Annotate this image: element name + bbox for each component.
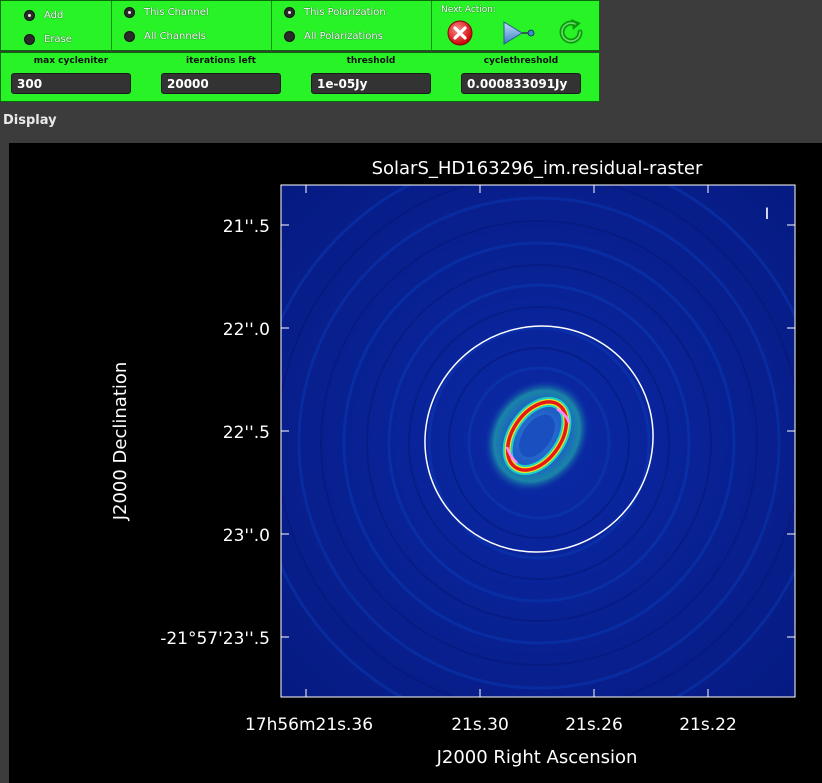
cyclethreshold-input[interactable]: [461, 73, 581, 94]
refresh-button[interactable]: [556, 17, 586, 47]
x-tick-label: 21s.30: [451, 715, 509, 735]
next-action-label: Next Action:: [441, 5, 497, 15]
erase-radio[interactable]: Erase: [24, 34, 72, 45]
radio-selected-icon: [24, 10, 35, 21]
this-channel-label: This Channel: [144, 7, 209, 18]
stokes-label: I: [765, 204, 770, 223]
iterations-left-input[interactable]: [161, 73, 281, 94]
residual-image: [281, 185, 795, 697]
x-tick-label: 21s.26: [565, 715, 623, 735]
tick-marks: [281, 185, 795, 697]
radio-unselected-icon: [124, 31, 135, 42]
this-polarization-radio[interactable]: This Polarization: [284, 7, 386, 18]
radio-selected-icon: [284, 7, 295, 18]
radio-selected-icon: [124, 7, 135, 18]
x-tick-label: 17h56m21s.36: [245, 715, 373, 735]
add-label: Add: [44, 10, 64, 21]
y-tick-label: 21''.5: [223, 217, 270, 237]
radio-unselected-icon: [24, 34, 35, 45]
all-channels-radio[interactable]: All Channels: [124, 31, 206, 42]
erase-label: Erase: [44, 34, 72, 45]
cyclethreshold-label: cyclethreshold: [483, 56, 559, 66]
clean-mask-region[interactable]: [381, 281, 698, 596]
y-tick-label: 22''.5: [223, 423, 270, 443]
y-tick-label: -21°57'23''.5: [160, 629, 270, 649]
this-polarization-label: This Polarization: [304, 7, 386, 18]
continue-button[interactable]: [501, 19, 537, 47]
max-cycleniter-input[interactable]: [11, 73, 131, 94]
max-cycleniter-label: max cycleniter: [33, 56, 109, 66]
plot-title: SolarS_HD163296_im.residual-raster: [372, 158, 703, 179]
y-tick-label: 22''.0: [223, 320, 270, 340]
add-radio[interactable]: Add: [24, 10, 63, 21]
threshold-label: threshold: [346, 56, 396, 66]
image-display-canvas[interactable]: SolarS_HD163296_im.residual-raster: [9, 143, 822, 783]
this-channel-radio[interactable]: This Channel: [124, 7, 209, 18]
radio-unselected-icon: [284, 31, 295, 42]
y-axis-label: J2000 Declination: [110, 362, 131, 522]
x-axis-label: J2000 Right Ascension: [436, 747, 638, 768]
all-polarizations-label: All Polarizations: [304, 31, 383, 42]
iterations-left-label: iterations left: [186, 56, 256, 66]
separator: [271, 1, 272, 51]
threshold-input[interactable]: [311, 73, 431, 94]
display-section-label: Display: [3, 113, 57, 128]
separator: [431, 1, 432, 51]
iteration-fields-panel: max cycleniter iterations left threshold…: [0, 52, 600, 102]
stop-button[interactable]: [446, 19, 474, 47]
x-tick-label: 21s.22: [679, 715, 737, 735]
raster-viewer: SolarS_HD163296_im.residual-raster: [110, 158, 796, 768]
clean-control-panel: Add Erase This Channel All Channels This…: [0, 0, 600, 51]
plot-frame: [280, 184, 796, 698]
separator: [111, 1, 112, 51]
all-channels-label: All Channels: [144, 31, 206, 42]
all-polarizations-radio[interactable]: All Polarizations: [284, 31, 383, 42]
y-tick-label: 23''.0: [223, 526, 270, 546]
